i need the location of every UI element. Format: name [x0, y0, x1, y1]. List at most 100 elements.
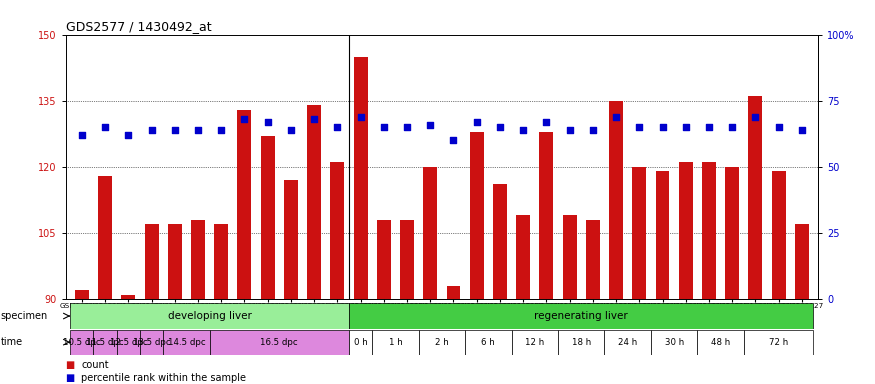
Text: regenerating liver: regenerating liver [535, 311, 628, 321]
Text: 12 h: 12 h [525, 338, 544, 347]
Bar [516, 215, 530, 299]
Point [493, 124, 507, 130]
Point [331, 124, 345, 130]
Text: 2 h: 2 h [435, 338, 449, 347]
Text: 14.5 dpc: 14.5 dpc [168, 338, 206, 347]
Point [214, 127, 228, 133]
Point [702, 124, 716, 130]
Bar [772, 171, 786, 299]
Point [354, 114, 367, 120]
Text: specimen: specimen [1, 311, 48, 321]
Text: developing liver: developing liver [168, 311, 251, 321]
Point [748, 114, 762, 120]
Bar [94, 329, 116, 355]
Bar [512, 329, 558, 355]
Bar [70, 329, 94, 355]
Bar [163, 329, 210, 355]
Bar [563, 215, 577, 299]
Bar [558, 329, 605, 355]
Point [307, 116, 321, 122]
Bar [237, 109, 251, 299]
Point [470, 119, 484, 125]
Point [563, 127, 577, 133]
Point [191, 127, 205, 133]
Bar [144, 224, 158, 299]
Bar [605, 329, 651, 355]
Point [122, 132, 136, 138]
Text: ■: ■ [66, 373, 75, 383]
Bar [744, 329, 814, 355]
Text: time: time [1, 337, 23, 347]
Point [633, 124, 647, 130]
Bar [446, 286, 460, 299]
Bar [354, 56, 367, 299]
Text: count: count [81, 360, 109, 370]
Text: 6 h: 6 h [481, 338, 495, 347]
Bar [466, 329, 512, 355]
Bar [609, 101, 623, 299]
Point [75, 132, 89, 138]
Text: ■: ■ [66, 360, 75, 370]
Bar [470, 132, 484, 299]
Bar [418, 329, 466, 355]
Point [446, 137, 460, 144]
Text: 30 h: 30 h [664, 338, 683, 347]
Text: 72 h: 72 h [769, 338, 788, 347]
Text: 12.5 dpc: 12.5 dpc [109, 338, 147, 347]
Point [516, 127, 530, 133]
Point [144, 127, 158, 133]
Text: GDS2577 / 1430492_at: GDS2577 / 1430492_at [66, 20, 211, 33]
Point [679, 124, 693, 130]
Point [400, 124, 414, 130]
Bar [424, 167, 438, 299]
Bar [191, 220, 205, 299]
Text: 48 h: 48 h [711, 338, 731, 347]
Bar [725, 167, 739, 299]
Bar [140, 329, 163, 355]
Bar [679, 162, 693, 299]
Bar [331, 162, 345, 299]
Point [655, 124, 669, 130]
Point [168, 127, 182, 133]
Bar [98, 175, 112, 299]
Text: percentile rank within the sample: percentile rank within the sample [81, 373, 247, 383]
Bar [75, 290, 89, 299]
Text: 0 h: 0 h [354, 338, 367, 347]
Bar [794, 224, 808, 299]
Text: 10.5 dpc: 10.5 dpc [63, 338, 101, 347]
Bar [655, 171, 669, 299]
Text: 24 h: 24 h [618, 338, 637, 347]
Point [539, 119, 553, 125]
Bar [214, 224, 228, 299]
Bar [539, 132, 553, 299]
Point [284, 127, 298, 133]
Bar [261, 136, 275, 299]
Bar [307, 105, 321, 299]
Point [424, 121, 438, 127]
Bar [66, 299, 818, 384]
Bar [116, 329, 140, 355]
Bar [349, 329, 372, 355]
Bar [697, 329, 744, 355]
Bar [633, 167, 647, 299]
Bar [349, 303, 814, 329]
Point [794, 127, 808, 133]
Bar [122, 295, 136, 299]
Bar [70, 303, 349, 329]
Text: 13.5 dpc: 13.5 dpc [133, 338, 171, 347]
Bar [372, 329, 418, 355]
Point [586, 127, 600, 133]
Text: 18 h: 18 h [571, 338, 591, 347]
Point [98, 124, 112, 130]
Point [609, 114, 623, 120]
Point [772, 124, 786, 130]
Point [237, 116, 251, 122]
Bar [493, 184, 507, 299]
Bar [586, 220, 599, 299]
Text: 1 h: 1 h [388, 338, 402, 347]
Point [725, 124, 739, 130]
Bar [651, 329, 697, 355]
Bar [748, 96, 762, 299]
Bar [168, 224, 182, 299]
Bar [702, 162, 716, 299]
